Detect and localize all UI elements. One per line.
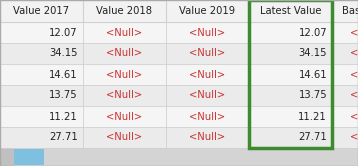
Bar xyxy=(166,22,249,43)
Text: 13.75: 13.75 xyxy=(298,90,327,100)
Text: Latest Value: Latest Value xyxy=(260,6,321,16)
Bar xyxy=(14,149,44,165)
Text: <Null>: <Null> xyxy=(189,90,226,100)
Bar xyxy=(332,64,358,85)
Bar xyxy=(0,22,83,43)
Bar xyxy=(249,106,332,127)
Bar xyxy=(0,64,83,85)
Bar xyxy=(249,64,332,85)
Text: <Null>: <Null> xyxy=(350,90,358,100)
Text: Base Perio: Base Perio xyxy=(342,6,358,16)
Text: <Null>: <Null> xyxy=(189,28,226,38)
Text: 13.75: 13.75 xyxy=(49,90,78,100)
Text: 12.07: 12.07 xyxy=(298,28,327,38)
Text: <Null>: <Null> xyxy=(350,28,358,38)
Text: <Null>: <Null> xyxy=(106,90,142,100)
Bar xyxy=(0,106,83,127)
Text: Value 2018: Value 2018 xyxy=(97,6,153,16)
Bar xyxy=(249,85,332,106)
Bar xyxy=(249,0,332,22)
Bar xyxy=(0,148,14,166)
Text: <Null>: <Null> xyxy=(350,48,358,58)
Bar xyxy=(83,0,166,22)
Text: <Null>: <Null> xyxy=(106,112,142,122)
Bar xyxy=(0,85,83,106)
Text: <Null>: <Null> xyxy=(189,70,226,80)
Bar xyxy=(249,0,332,148)
Text: 11.21: 11.21 xyxy=(49,112,78,122)
Text: <Null>: <Null> xyxy=(350,112,358,122)
Bar xyxy=(332,127,358,148)
Text: 12.07: 12.07 xyxy=(49,28,78,38)
Bar xyxy=(0,148,358,166)
Text: Value 2017: Value 2017 xyxy=(14,6,69,16)
Text: 14.61: 14.61 xyxy=(49,70,78,80)
Text: <Null>: <Null> xyxy=(189,112,226,122)
Text: <Null>: <Null> xyxy=(106,48,142,58)
Text: <Null>: <Null> xyxy=(106,28,142,38)
Bar xyxy=(166,0,249,22)
Text: 27.71: 27.71 xyxy=(49,132,78,142)
Text: 34.15: 34.15 xyxy=(299,48,327,58)
Bar xyxy=(83,106,166,127)
Bar xyxy=(249,22,332,43)
Bar xyxy=(332,85,358,106)
Bar xyxy=(0,43,83,64)
Bar xyxy=(83,127,166,148)
Bar xyxy=(83,85,166,106)
Text: <Null>: <Null> xyxy=(189,48,226,58)
Text: 14.61: 14.61 xyxy=(298,70,327,80)
Bar xyxy=(166,64,249,85)
Text: 11.21: 11.21 xyxy=(298,112,327,122)
Bar xyxy=(166,43,249,64)
Bar xyxy=(166,127,249,148)
Bar xyxy=(0,127,83,148)
Text: 27.71: 27.71 xyxy=(298,132,327,142)
Bar xyxy=(166,85,249,106)
Bar xyxy=(83,22,166,43)
Bar xyxy=(332,22,358,43)
Bar xyxy=(332,43,358,64)
Bar xyxy=(332,0,358,22)
Bar xyxy=(249,43,332,64)
Bar xyxy=(166,106,249,127)
Text: <Null>: <Null> xyxy=(106,132,142,142)
Text: <Null>: <Null> xyxy=(189,132,226,142)
Bar xyxy=(249,127,332,148)
Text: <Null>: <Null> xyxy=(350,70,358,80)
Bar xyxy=(83,43,166,64)
Text: <Null>: <Null> xyxy=(106,70,142,80)
Text: 34.15: 34.15 xyxy=(49,48,78,58)
Text: Value 2019: Value 2019 xyxy=(179,6,236,16)
Bar xyxy=(83,64,166,85)
Bar xyxy=(332,106,358,127)
Bar xyxy=(0,0,83,22)
Text: <Null>: <Null> xyxy=(350,132,358,142)
